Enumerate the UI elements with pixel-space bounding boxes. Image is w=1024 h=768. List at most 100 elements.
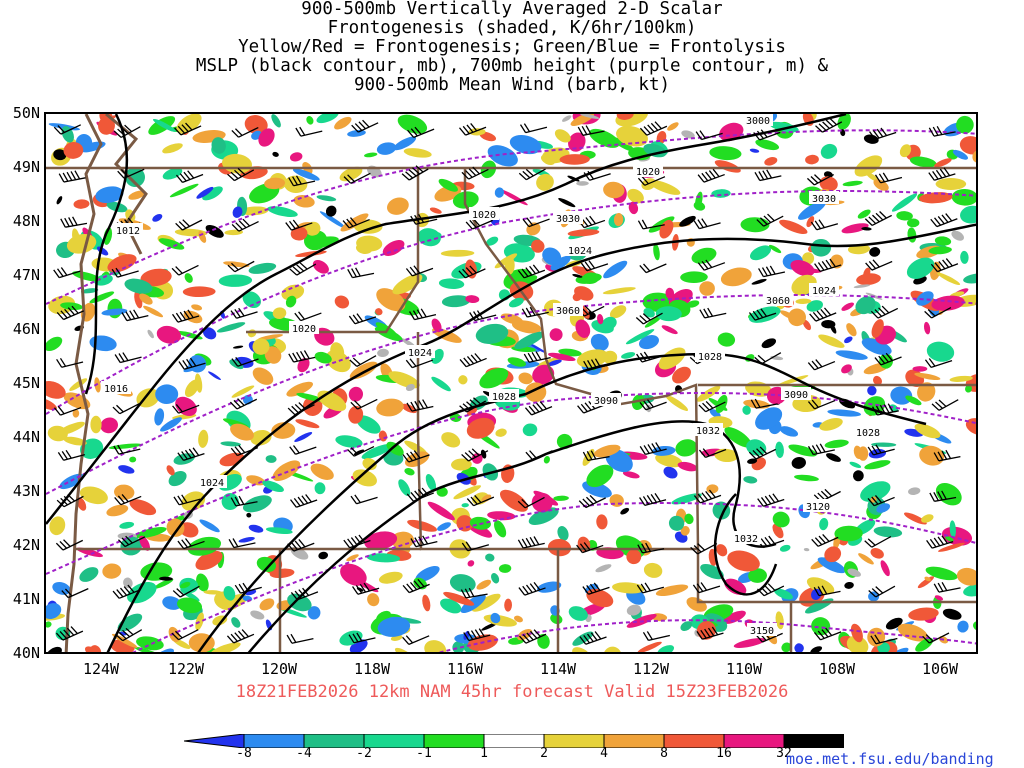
svg-text:3120: 3120	[806, 502, 830, 513]
wind-barb	[519, 629, 547, 644]
shading-patch	[72, 271, 101, 282]
shading-patch	[147, 329, 154, 339]
wind-barb	[698, 400, 726, 413]
shading-patch	[53, 149, 67, 161]
shading-patch	[290, 226, 308, 241]
shading-patch	[89, 335, 117, 352]
shading-patch	[876, 503, 891, 513]
shading-patch	[425, 473, 437, 492]
shading-patch	[179, 581, 191, 589]
shading-patch	[912, 366, 928, 372]
shading-patch	[330, 342, 345, 361]
shading-patch	[720, 267, 752, 287]
shading-patch	[811, 588, 822, 601]
shading-patch	[494, 187, 505, 198]
shading-patch	[668, 515, 685, 531]
wind-barb	[458, 265, 486, 279]
shading-patch	[870, 547, 884, 559]
shading-patch	[191, 304, 203, 311]
shading-patch	[626, 549, 642, 565]
shading-patch	[393, 136, 417, 151]
wind-barb	[639, 263, 667, 274]
shading-patch	[158, 238, 185, 250]
shading-patch	[628, 201, 639, 215]
wind-barb	[577, 125, 605, 136]
lat-label: 41N	[12, 590, 40, 608]
shading-patch	[672, 366, 691, 384]
mslp-label: 1020	[289, 321, 319, 335]
shading-patch	[256, 556, 277, 572]
shading-patch	[102, 563, 122, 579]
shading-patch	[52, 581, 71, 595]
shading-patch	[621, 352, 636, 359]
mslp-contour	[46, 114, 847, 525]
shading-patch	[586, 588, 614, 608]
svg-text:3060: 3060	[556, 306, 580, 317]
shading-patch	[269, 568, 295, 579]
shading-patch	[272, 151, 279, 157]
shading-patch	[403, 148, 432, 158]
wind-barb	[234, 582, 262, 594]
wind-barb	[930, 213, 958, 228]
shading-patch	[903, 512, 927, 525]
shading-patch	[572, 647, 592, 652]
shading-patch	[957, 620, 969, 633]
shading-patch	[965, 385, 972, 393]
shading-patch	[46, 397, 57, 411]
wind-barb	[228, 538, 256, 549]
shading-patch	[842, 180, 863, 187]
shading-patch	[855, 296, 876, 315]
wind-barb	[113, 444, 141, 455]
shading-patch	[779, 544, 791, 552]
wind-barb	[928, 167, 956, 181]
shading-patch	[467, 560, 475, 567]
wind-barb	[463, 628, 491, 642]
wind-barb	[171, 264, 199, 276]
wind-barb	[294, 311, 322, 322]
credit-link[interactable]: moe.met.fsu.edu/banding	[786, 750, 994, 768]
chart-title: 900-500mb Vertically Averaged 2-D Scalar…	[0, 0, 1024, 95]
shading-patch	[779, 219, 808, 235]
wind-barb	[933, 581, 961, 593]
mslp-label: 1032	[693, 423, 723, 437]
shading-patch	[827, 409, 862, 417]
wind-barb	[459, 353, 487, 368]
wind-barb	[809, 307, 837, 322]
shading-patch	[603, 260, 628, 279]
shading-patch	[96, 246, 109, 256]
lon-label: 118W	[353, 660, 391, 678]
shading-patch	[865, 172, 880, 182]
shading-patch	[858, 553, 874, 565]
shading-patch	[169, 183, 199, 198]
height-label: 3000	[743, 114, 773, 127]
shading-patch	[391, 531, 414, 549]
shading-patch	[779, 426, 799, 437]
shading-patch	[844, 336, 853, 344]
shading-patch	[849, 461, 862, 469]
shading-patch	[57, 421, 85, 436]
wind-barb	[231, 126, 259, 138]
shading-patch	[314, 482, 326, 495]
shading-patch	[89, 645, 102, 652]
wind-barb	[171, 629, 199, 641]
shading-patch	[85, 646, 102, 652]
shading-patch	[775, 441, 784, 458]
shading-patch	[397, 114, 428, 134]
shading-patch	[921, 514, 934, 523]
wind-barb	[924, 358, 953, 369]
shading-patch	[440, 598, 462, 614]
shading-patch	[589, 128, 620, 148]
shading-patch	[310, 463, 334, 480]
shading-patch	[162, 143, 183, 154]
mslp-label: 1028	[853, 425, 883, 439]
shading-patch	[852, 470, 864, 482]
shading-patch	[620, 507, 630, 515]
shading-patch	[537, 633, 550, 649]
shading-patch	[522, 423, 538, 437]
shading-patch	[154, 578, 174, 589]
shading-patch	[216, 322, 246, 333]
shading-patch	[806, 216, 815, 228]
shading-patch	[441, 295, 471, 308]
wind-barb	[524, 401, 553, 416]
shading-patch	[431, 318, 442, 333]
